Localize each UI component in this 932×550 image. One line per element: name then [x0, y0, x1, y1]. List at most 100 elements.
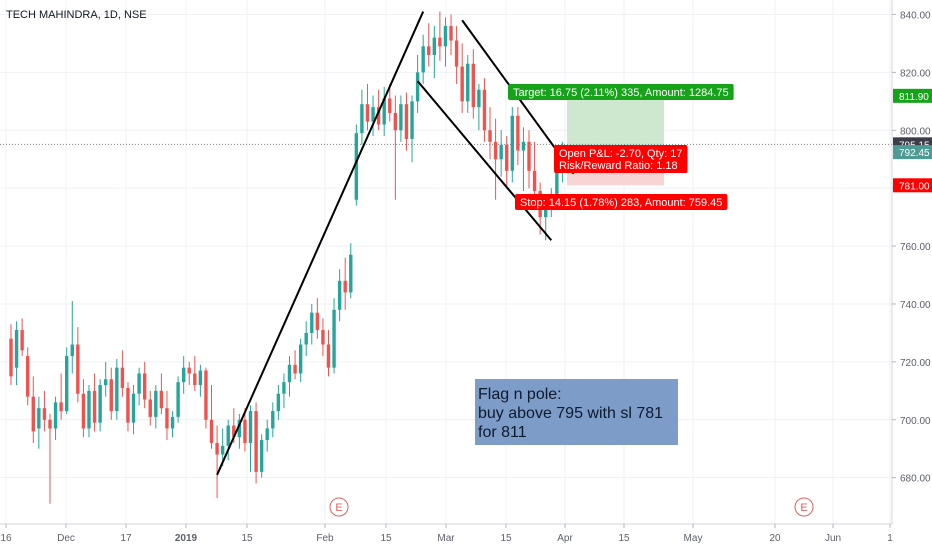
candle [53, 396, 58, 441]
candle [9, 324, 13, 386]
x-tick-label: Apr [557, 533, 573, 544]
candle [449, 14, 453, 56]
x-tick-label: Dec [57, 533, 75, 544]
price-axis-tag: 792.45 [893, 145, 932, 160]
candle [243, 408, 247, 452]
target-zone[interactable] [567, 95, 664, 153]
candle-body [432, 37, 437, 56]
candle [360, 89, 364, 145]
candle-body [76, 344, 80, 394]
candle [516, 107, 520, 166]
candle-body [404, 104, 409, 139]
candle-body [382, 98, 386, 125]
candle-body [9, 338, 13, 377]
candle [349, 243, 353, 299]
earnings-marker-may[interactable]: E [794, 497, 814, 517]
candle [477, 83, 481, 131]
candle-body [443, 26, 448, 47]
candle [343, 257, 347, 310]
candle-body [220, 445, 225, 455]
candle [237, 413, 242, 449]
note-line-1: Flag n pole: [478, 386, 562, 403]
candle [148, 390, 152, 426]
candle [510, 107, 514, 183]
candle-body [226, 425, 230, 446]
candle [505, 136, 509, 189]
candle-body [410, 101, 414, 139]
x-tick-label: 17 [120, 533, 132, 544]
candle [254, 402, 258, 484]
candle [37, 396, 41, 449]
x-tick-label: 2019 [175, 533, 198, 544]
candle-body [120, 367, 125, 388]
candle [59, 373, 63, 420]
candle [393, 95, 398, 200]
stop-label[interactable]: Stop: 14.15 (1.78%) 283, Amount: 759.45 [515, 194, 728, 210]
x-tick-label: 16 [0, 533, 12, 544]
candle [259, 434, 264, 478]
pnl-label[interactable]: Open P&L: -2.70, Qty: 17 Risk/Reward Rat… [554, 145, 688, 173]
candle [48, 413, 52, 504]
candle-body [14, 330, 19, 368]
candle-body [170, 416, 175, 429]
earnings-marker-feb[interactable]: E [329, 497, 349, 517]
y-tick-label: 700.00 [900, 416, 931, 427]
trendline[interactable] [416, 80, 553, 241]
earnings-letter: E [335, 502, 342, 514]
note-box[interactable]: Flag n pole: buy above 795 with sl 781 f… [475, 379, 678, 445]
candle [427, 23, 431, 67]
candle-body [337, 280, 342, 310]
price-axis-tag: 781.00 [893, 178, 932, 193]
candle [421, 34, 425, 84]
candle-body [393, 112, 398, 131]
candle [365, 83, 370, 131]
candle [482, 78, 487, 142]
candle [176, 376, 180, 423]
x-tick-label: 15 [618, 533, 630, 544]
x-tick-label: Mar [437, 533, 455, 544]
candle-body [109, 379, 113, 412]
candle-body [298, 344, 303, 374]
candle-body [427, 46, 431, 56]
candle-body [360, 104, 364, 134]
y-tick-label: 820.00 [900, 68, 931, 79]
candle-body [148, 399, 152, 417]
candle [304, 321, 308, 357]
candle-body [26, 356, 30, 397]
candle [466, 55, 470, 113]
candle [187, 361, 191, 386]
candle [493, 118, 498, 200]
candle-body [20, 330, 24, 351]
chart-title: TECH MAHINDRA, 1D, NSE [6, 9, 147, 21]
candle [181, 356, 186, 394]
candle-body [371, 107, 375, 122]
candle [137, 367, 141, 406]
candle-body [343, 280, 347, 293]
candle-body [510, 115, 514, 171]
target-label[interactable]: Target: 16.75 (2.11%) 335, Amount: 1284.… [508, 84, 734, 100]
candle [399, 95, 403, 142]
candle [321, 318, 325, 357]
candle-body [332, 309, 336, 368]
candle [438, 11, 442, 61]
x-tick-label: 15 [241, 533, 253, 544]
trendline[interactable] [216, 11, 425, 476]
time-axis[interactable]: 16 Dec 17 2019 15 Feb 15 Mar 15 Apr 15 May 20 Jun 1 [0, 524, 893, 544]
candle-body [399, 104, 403, 131]
candle-body [555, 162, 559, 194]
candle [488, 107, 492, 160]
candle-body [42, 408, 47, 420]
candle-body [449, 26, 453, 41]
price-axis[interactable]: 680.00700.00720.00740.00760.00780.00800.… [892, 10, 931, 485]
candle-body [354, 133, 359, 200]
x-tick-label: Feb [316, 533, 334, 544]
candle-body [232, 425, 236, 438]
y-tick-label: 680.00 [900, 474, 931, 485]
stop-label-bg [515, 194, 728, 210]
candle-body [215, 442, 219, 455]
candle [521, 127, 526, 192]
stop-label-text: Stop: 14.15 (1.78%) 283, Amount: 759.45 [520, 197, 722, 209]
candle-body [31, 396, 35, 432]
candle-body [482, 89, 487, 131]
